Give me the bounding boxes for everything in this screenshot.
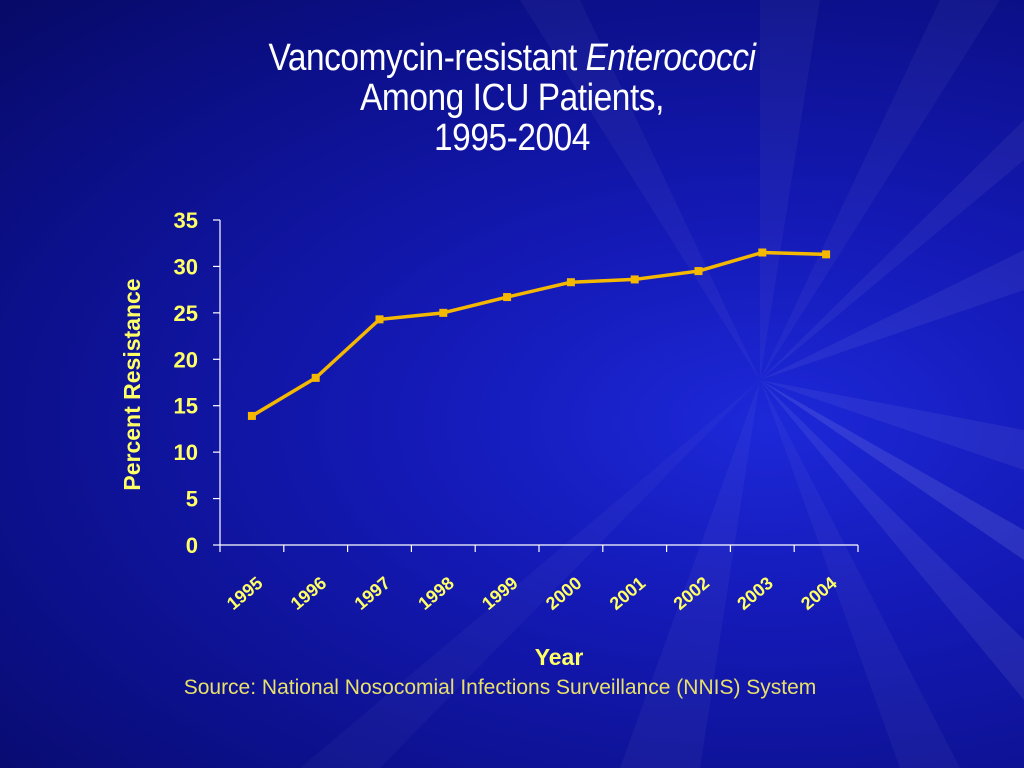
x-tick-label: 1998 (414, 573, 458, 614)
x-tick-label: 2004 (797, 573, 841, 614)
source-note: Source: National Nosocomial Infections S… (183, 676, 817, 699)
x-tick-label: 1997 (351, 573, 395, 614)
data-point-marker (247, 411, 256, 420)
y-tick-label: 5 (186, 487, 198, 512)
y-axis-title: Percent Resistance (119, 278, 145, 490)
data-point-marker (311, 373, 320, 382)
x-tick-label: 1996 (287, 573, 331, 614)
data-point-marker (439, 308, 448, 317)
data-point-marker (822, 250, 831, 259)
x-tick-label: 2003 (733, 573, 777, 614)
data-point-marker (694, 267, 703, 276)
title-line-1-italic: Enterococci (585, 37, 756, 79)
data-point-marker (503, 293, 512, 302)
y-tick-label: 0 (186, 533, 198, 558)
x-tick-label: 1995 (223, 573, 267, 614)
data-point-marker (566, 278, 575, 287)
y-tick-label: 25 (174, 301, 198, 326)
y-tick-label: 35 (174, 208, 198, 233)
title-line-2: Among ICU Patients, (360, 77, 664, 119)
title-line-1: Vancomycin-resistant Enterococci (61, 38, 962, 78)
series-line (250, 250, 828, 418)
y-tick-label: 30 (174, 254, 198, 279)
slide-title: Vancomycin-resistant Enterococci Among I… (61, 38, 962, 158)
y-tick-label: 20 (174, 347, 198, 372)
y-tick-label: 15 (174, 394, 198, 419)
title-line-3: 1995-2004 (434, 117, 590, 159)
data-point-marker (630, 275, 639, 284)
x-axis-title: Year (535, 644, 584, 670)
data-point-marker (375, 315, 384, 324)
x-tick-label: 2000 (542, 573, 586, 614)
data-point-marker (758, 248, 767, 257)
x-tick-label: 2002 (670, 573, 714, 614)
x-tick-label: 1999 (478, 573, 522, 614)
y-tick-label: 10 (174, 440, 198, 465)
title-line-1-prefix: Vancomycin-resistant (268, 37, 586, 79)
x-tick-label: 2001 (606, 573, 650, 614)
